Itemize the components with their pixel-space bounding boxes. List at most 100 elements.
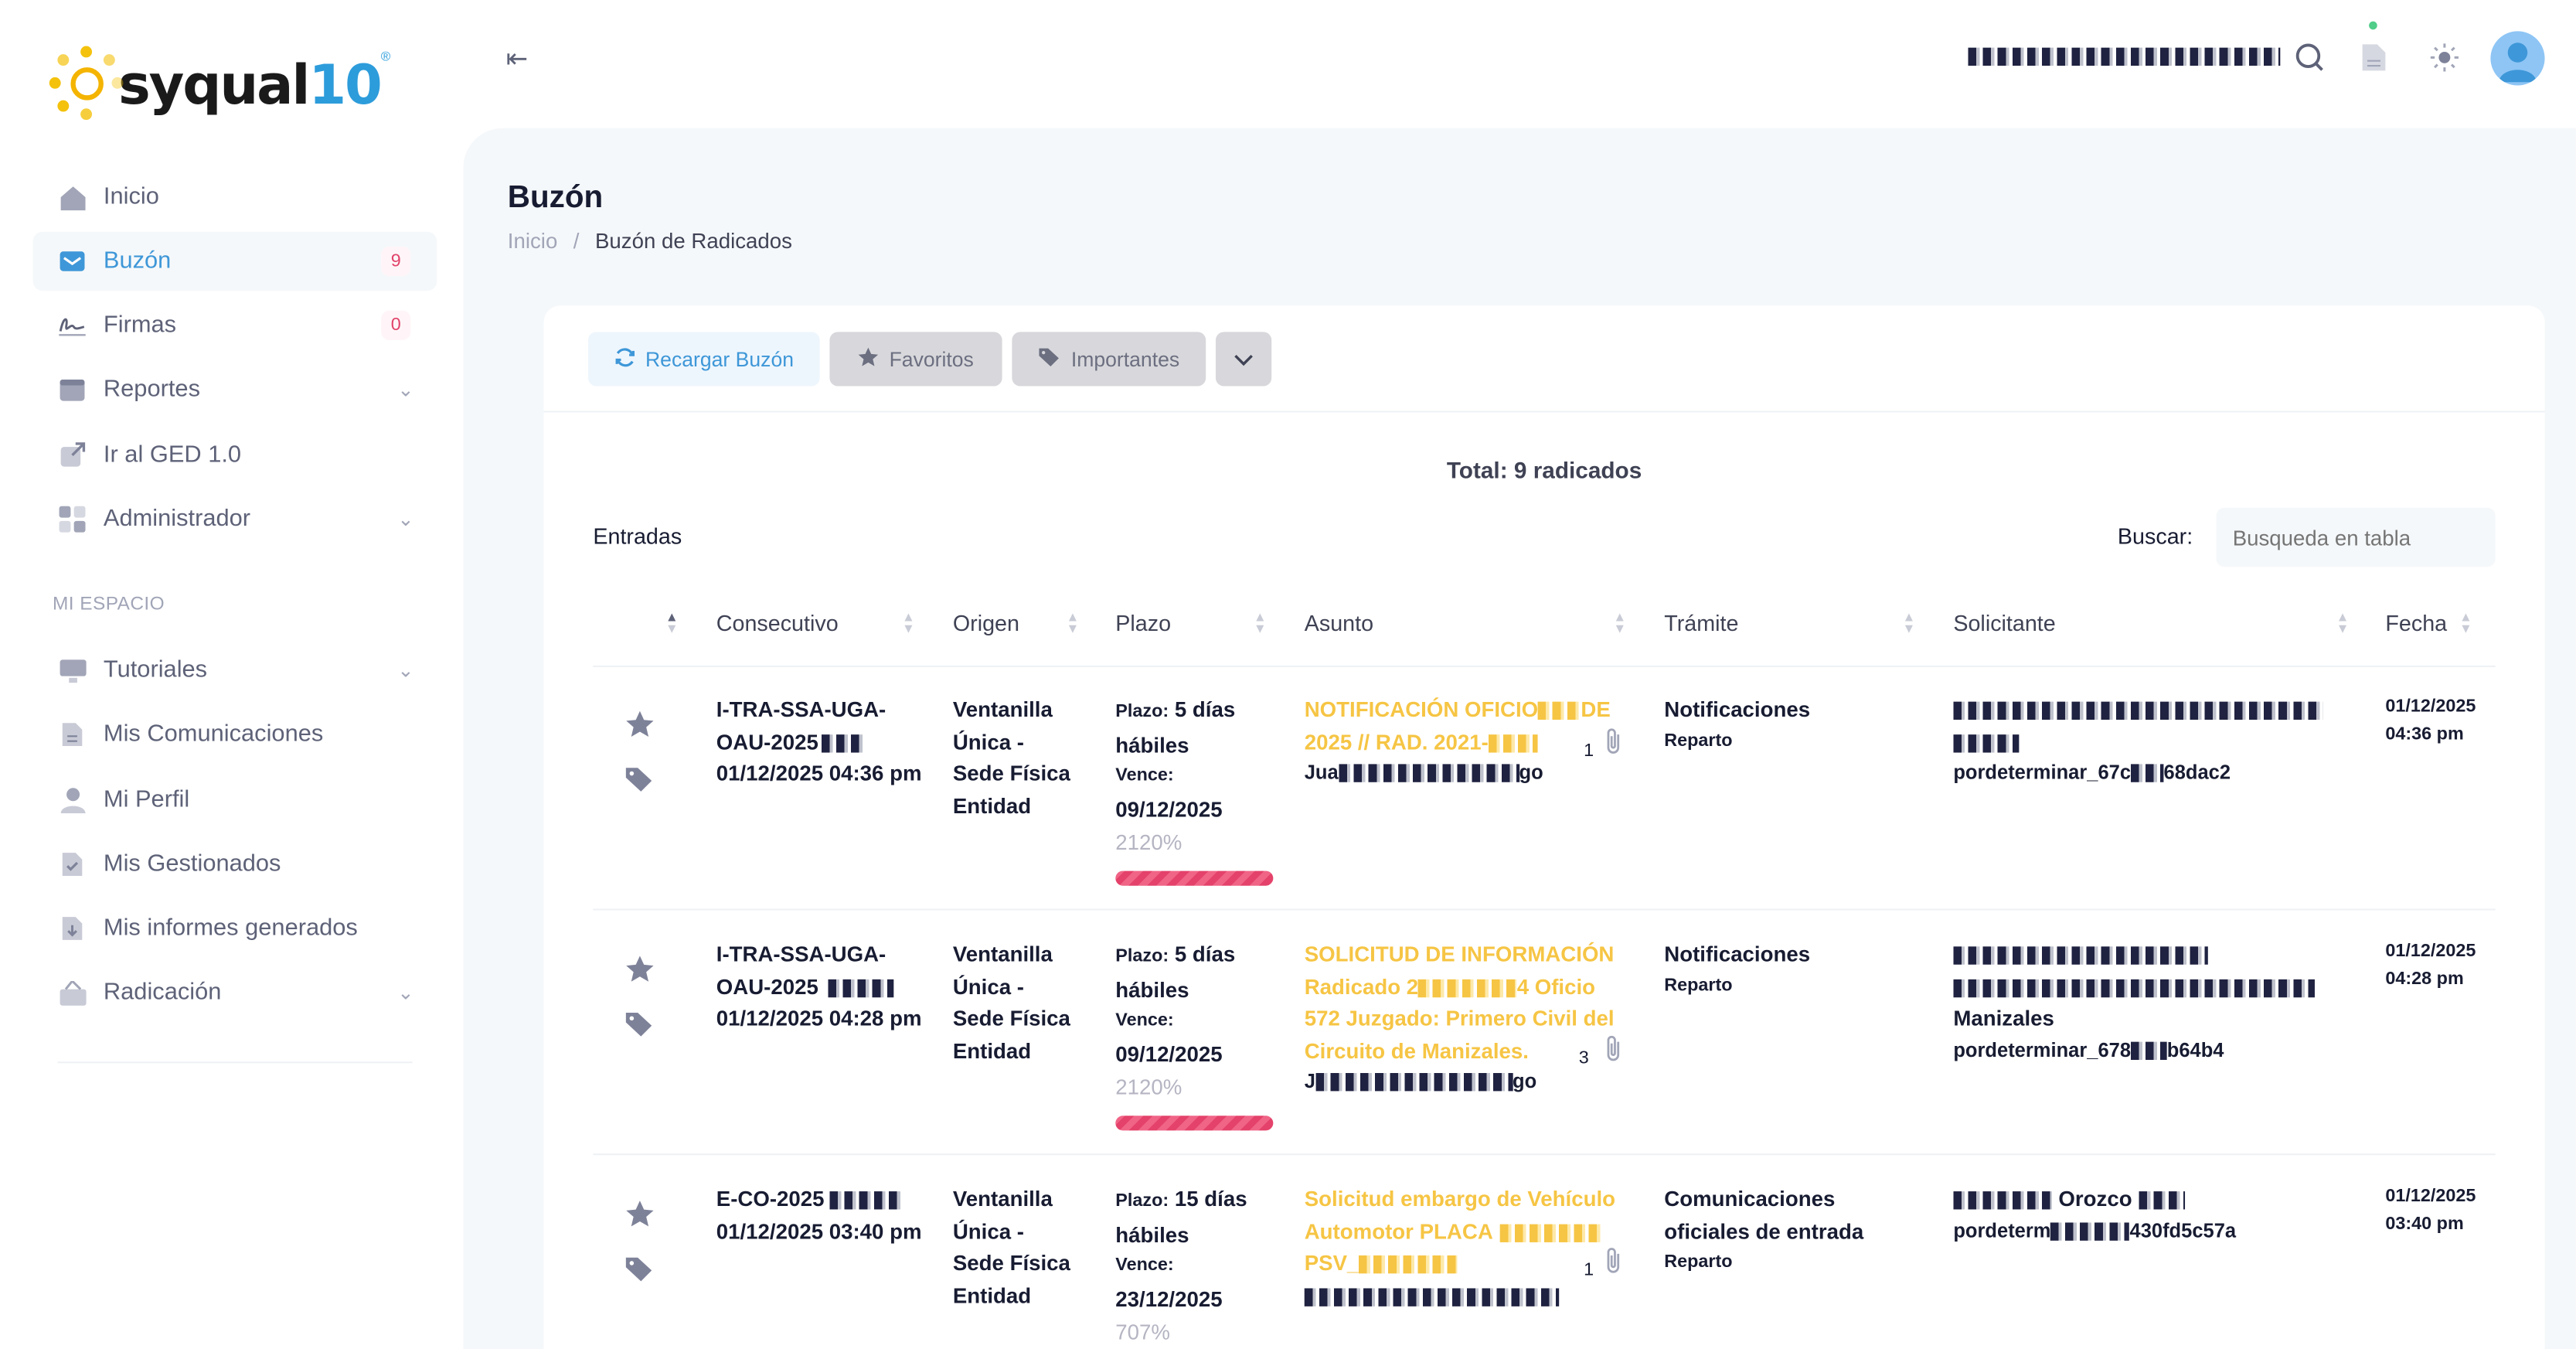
redacted-text [2050,1222,2130,1241]
attachment-count: 1 [1584,741,1594,761]
reload-inbox-button[interactable]: Recargar Buzón [587,332,820,387]
fecha-cell: 01/12/2025 04:36 pm [2385,697,2476,744]
logo-wordmark: syqual10 [118,51,383,116]
sidebar-item-firmas[interactable]: Firmas 0 [33,296,437,356]
column-header-solicitante[interactable]: Solicitante [1953,611,2056,636]
redacted-text [2131,1041,2167,1060]
sort-icon[interactable]: ▲ ▼ [2459,609,2472,636]
redacted-text [1488,734,1538,752]
redacted-text [1538,701,1581,720]
sort-icon[interactable]: ▲ ▼ [1613,609,1627,636]
download-document-icon [57,914,87,943]
tag-icon[interactable] [624,766,655,802]
sidebar-item-label: Mis informes generados [103,915,358,942]
solicitante-cell: pordeterminar_67c 68dac2 [1953,693,2331,789]
grid-icon [57,505,87,534]
inbox-icon [57,247,87,276]
redacted-text [2139,1191,2185,1210]
plazo-cell: Plazo: 15 días hábiles Vence: 23/12/2025… [1115,1183,1280,1348]
document-notification-icon[interactable] [2356,39,2392,76]
chevron-down-icon [1234,348,1254,371]
sidebar-item-radicacion[interactable]: Radicación ⌄ [33,963,437,1023]
sort-icon[interactable]: ▲ ▼ [1902,609,1916,636]
redacted-text [1953,978,2315,997]
breadcrumb-home[interactable]: Inicio [507,228,558,254]
attachment-count: 3 [1578,1048,1589,1068]
sidebar-item-buzon[interactable]: Buzón 9 [32,231,437,291]
paperclip-icon[interactable] [1604,1034,1624,1068]
progress-bar [1115,1116,1274,1131]
reports-icon [57,375,87,404]
redacted-text [829,1191,902,1210]
search-label: Buscar: [2117,524,2193,549]
solicitante-cell: Manizales pordeterminar_678 b64b4 [1953,939,2331,1067]
origen-cell: Ventanilla Única - Sede Física Entidad [952,1186,1070,1307]
sort-icon[interactable]: ▲ ▼ [2336,609,2350,636]
redacted-text [1359,1255,1458,1274]
important-button[interactable]: Importantes [1012,332,1206,387]
avatar[interactable] [2490,31,2545,86]
sort-icon[interactable]: ▲ ▼ [1253,609,1267,636]
asunto-link[interactable]: NOTIFICACIÓN OFICIO DE 2025 // RAD. 2021-… [1304,697,1611,784]
column-header-consecutivo[interactable]: Consecutivo [716,611,839,636]
column-header-plazo[interactable]: Plazo [1115,611,1172,636]
section-label-mi-espacio: MI ESPACIO [53,594,165,615]
collapse-sidebar-icon[interactable]: ⇤ [505,46,529,74]
sidebar-item-label: Reportes [103,376,200,403]
tags-icon [1038,346,1061,372]
tag-icon[interactable] [624,1255,655,1292]
sidebar-item-gestionados[interactable]: Mis Gestionados [33,835,437,894]
progress-bar [1115,870,1274,886]
redacted-text [1953,701,2323,720]
sidebar-item-label: Administrador [103,506,251,533]
sort-asc-icon[interactable]: ▲ ▼ [665,609,679,636]
column-header-asunto[interactable]: Asunto [1304,611,1374,636]
column-header-tramite[interactable]: Trámite [1664,611,1739,636]
star-icon[interactable] [624,955,655,993]
filing-icon [57,978,87,1007]
column-header-fecha[interactable]: Fecha [2385,611,2448,636]
star-icon[interactable] [624,1200,655,1238]
solicitante-cell: Orozco pordeterm 430fd5c57a [1953,1186,2237,1242]
asunto-link[interactable]: Solicitud embargo de Vehículo Automotor … [1304,1183,1633,1311]
progress-percent: 2120% [1115,1075,1183,1100]
sidebar-item-label: Ir al GED 1.0 [103,441,242,468]
notification-dot [2369,21,2377,30]
sidebar-item-tutoriales[interactable]: Tutoriales ⌄ [33,641,437,700]
search-icon[interactable] [2292,39,2328,76]
sidebar-item-label: Mi Perfil [103,787,190,814]
attachment-count: 1 [1584,1260,1594,1280]
breadcrumb: Inicio / Buzón de Radicados [508,228,792,253]
reload-inbox-label: Recargar Buzón [645,347,794,371]
refresh-icon [614,346,636,372]
column-header-origen[interactable]: Origen [952,611,1020,636]
sidebar-item-label: Buzón [103,247,172,274]
sidebar-item-ged[interactable]: Ir al GED 1.0 [33,426,437,485]
sidebar-item-informes[interactable]: Mis informes generados [33,899,437,959]
favorites-button[interactable]: Favoritos [829,332,1002,387]
fecha-cell: 01/12/2025 03:40 pm [2385,1186,2476,1235]
chevron-down-icon: ⌄ [397,980,414,1004]
sidebar-item-inicio[interactable]: Inicio [33,168,437,227]
table-header-divider [593,665,2496,667]
sidebar-item-reportes[interactable]: Reportes ⌄ [33,360,437,420]
tag-icon[interactable] [624,1010,655,1047]
star-icon[interactable] [624,710,655,748]
theme-sun-icon[interactable] [2427,39,2463,76]
sidebar-divider [57,1061,413,1064]
more-options-button[interactable] [1215,332,1272,387]
paperclip-icon[interactable] [1604,727,1624,761]
sidebar-item-comunicaciones[interactable]: Mis Comunicaciones [33,705,437,765]
plazo-cell: Plazo: 5 días hábiles Vence: 09/12/2025 … [1115,939,1280,1104]
sidebar-item-administrador[interactable]: Administrador ⌄ [33,489,437,549]
sidebar-item-label: Mis Gestionados [103,851,281,878]
favorites-label: Favoritos [889,347,974,371]
tramite-cell: Comunicaciones oficiales de entrada Repa… [1664,1186,1864,1272]
sidebar-item-perfil[interactable]: Mi Perfil [33,771,437,830]
search-input[interactable] [2216,507,2496,567]
sort-icon[interactable]: ▲ ▼ [901,609,915,636]
paperclip-icon[interactable] [1604,1245,1624,1280]
app-logo[interactable]: syqual10 ® [49,46,390,122]
sort-icon[interactable]: ▲ ▼ [1066,609,1080,636]
